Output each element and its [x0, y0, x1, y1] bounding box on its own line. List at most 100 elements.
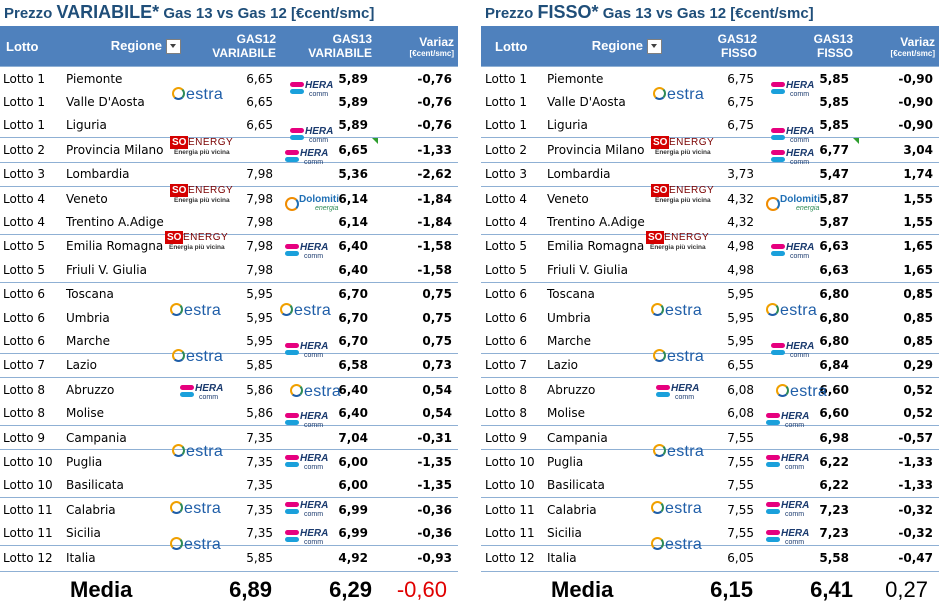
cell-gas12: 7,55 — [727, 478, 754, 493]
cell-gas12: 7,35 — [183, 497, 278, 522]
filter-dropdown-icon[interactable] — [166, 39, 181, 55]
right-title-prefix: Prezzo — [485, 5, 538, 22]
cell-gas12: 5,85 — [183, 544, 278, 570]
table-row: Lotto 1 Piemonte 6,65 5,89 -0,76 — [0, 66, 458, 91]
left-table: Lotto Regione GAS12 VARIABILE GAS13 VARIAB… — [0, 26, 458, 570]
table-row: Lotto 10 Puglia 7,55 6,22 -1,33 — [481, 449, 939, 474]
right-media-gas12: 6,15 — [710, 577, 753, 602]
cell-regione: Toscana — [544, 281, 664, 306]
right-header-variaz-l1: Variaz — [900, 34, 935, 49]
cell-variaz: 0,85 — [903, 333, 933, 348]
cell-variaz: -0,76 — [417, 95, 452, 110]
cell-lotto: Lotto 8 — [481, 377, 544, 402]
right-header-row: Lotto Regione GAS12 FISSO GAS13 FISSO Vari… — [481, 26, 939, 67]
cell-gas13: 7,04 — [278, 424, 378, 450]
right-title: Prezzo FISSO* Gas 13 vs Gas 12 [€cent/sm… — [481, 0, 939, 26]
cell-gas12: 4,32 — [727, 215, 754, 230]
cell-regione: Calabria — [544, 497, 664, 522]
cell-gas13: 6,80 — [819, 310, 849, 325]
cell-gas13: 6,80 — [819, 333, 849, 348]
cell-variaz: -1,84 — [378, 185, 458, 211]
filter-dropdown-icon[interactable] — [647, 39, 662, 55]
cell-gas13: 6,00 — [338, 478, 368, 493]
cell-variaz: -0,32 — [859, 497, 939, 522]
table-row: Lotto 7 Lazio 6,55 6,84 0,29 — [481, 352, 939, 378]
cell-lotto: Lotto 7 — [0, 352, 63, 378]
table-row: Lotto 8 Abruzzo 6,08 6,60 0,52 — [481, 377, 939, 402]
cell-variaz: -1,84 — [417, 215, 452, 230]
cell-gas12: 5,85 — [183, 352, 278, 378]
cell-variaz: 0,85 — [903, 310, 933, 325]
cell-regione: Marche — [547, 333, 591, 348]
cell-regione: Puglia — [63, 449, 183, 474]
cell-regione: Lazio — [63, 352, 183, 378]
cell-gas12: 7,55 — [664, 497, 759, 522]
left-title-highlight: VARIABILE* — [56, 2, 160, 22]
cell-gas13: 6,99 — [278, 497, 378, 522]
cell-lotto: Lotto 5 — [0, 233, 63, 259]
cell-lotto: Lotto 1 — [485, 118, 528, 133]
cell-variaz: 0,54 — [378, 377, 458, 402]
cell-regione: Lombardia — [63, 161, 183, 187]
cell-variaz: -1,33 — [898, 478, 933, 493]
cell-gas13: 6,40 — [278, 377, 378, 402]
table-row: Lotto 12 Italia 5,85 4,92 -0,93 — [0, 544, 458, 570]
cell-variaz: -0,32 — [898, 526, 933, 541]
cell-lotto: Lotto 6 — [485, 333, 528, 348]
cell-lotto: Lotto 2 — [481, 137, 544, 163]
cell-gas13: 7,23 — [759, 497, 859, 522]
cell-gas12: 6,65 — [183, 66, 278, 91]
table-row: Lotto 11 Calabria 7,55 7,23 -0,32 — [481, 497, 939, 522]
cell-variaz: -0,36 — [378, 497, 458, 522]
cell-gas12: 7,55 — [664, 424, 759, 450]
cell-variaz: -1,58 — [378, 233, 458, 259]
left-media-label: Media — [70, 577, 133, 602]
cell-gas12: 6,65 — [246, 95, 273, 110]
cell-gas13: 6,98 — [759, 424, 859, 450]
left-header-gas13-l2: VARIABILE — [308, 46, 372, 60]
left-media-gas12: 6,89 — [229, 577, 272, 602]
cell-gas13: 4,92 — [278, 544, 378, 570]
cell-gas12: 7,98 — [246, 262, 273, 277]
cell-gas12: 5,95 — [246, 333, 273, 348]
cell-regione: Liguria — [547, 118, 588, 133]
comment-indicator-icon — [372, 138, 378, 145]
cell-variaz: -0,31 — [378, 424, 458, 450]
table-row: Lotto 10 Basilicata 7,35 6,00 -1,35 — [0, 474, 458, 498]
cell-gas13: 6,63 — [759, 233, 859, 259]
cell-lotto: Lotto 11 — [485, 526, 535, 541]
cell-gas13: 5,85 — [819, 95, 849, 110]
cell-gas12: 6,65 — [246, 118, 273, 133]
cell-regione: Trentino A.Adige — [547, 215, 645, 230]
cell-gas13: 5,85 — [819, 118, 849, 133]
right-header-variaz-l2: [€cent/smc] — [890, 48, 935, 58]
cell-variaz: -0,76 — [417, 118, 452, 133]
table-row: Lotto 8 Molise 6,08 6,60 0,52 — [481, 401, 939, 425]
cell-gas13: 5,58 — [759, 544, 859, 570]
right-header-gas13-l1: GAS13 — [813, 32, 853, 46]
cell-variaz: 3,04 — [859, 137, 939, 163]
cell-gas13: 7,23 — [819, 526, 849, 541]
table-row: Lotto 6 Umbria 5,95 6,70 0,75 — [0, 306, 458, 329]
cell-lotto: Lotto 6 — [485, 310, 528, 325]
cell-regione: Molise — [547, 406, 585, 421]
cell-regione: Umbria — [547, 310, 591, 325]
cell-variaz: 1,74 — [859, 161, 939, 187]
cell-gas13: 6,70 — [338, 333, 368, 348]
cell-regione: Umbria — [66, 310, 110, 325]
table-row: Lotto 2 Provincia Milano 6,65 -1,33 — [0, 137, 458, 163]
cell-lotto: Lotto 5 — [3, 262, 46, 277]
left-header-gas12-l2: VARIABILE — [212, 46, 276, 60]
cell-lotto: Lotto 11 — [0, 497, 63, 522]
cell-lotto: Lotto 4 — [481, 185, 544, 211]
cell-gas13: 6,22 — [819, 478, 849, 493]
cell-gas13: 6,70 — [338, 310, 368, 325]
cell-gas12 — [664, 137, 759, 163]
cell-regione: Valle D'Aosta — [547, 95, 626, 110]
cell-regione: Trentino A.Adige — [66, 215, 164, 230]
cell-lotto: Lotto 5 — [485, 262, 528, 277]
cell-lotto: Lotto 6 — [3, 333, 46, 348]
cell-lotto: Lotto 1 — [3, 118, 46, 133]
table-row: Lotto 5 Friuli V. Giulia 7,98 6,40 -1,58 — [0, 258, 458, 282]
left-header-gas13: GAS13 VARIABILE — [278, 26, 378, 67]
